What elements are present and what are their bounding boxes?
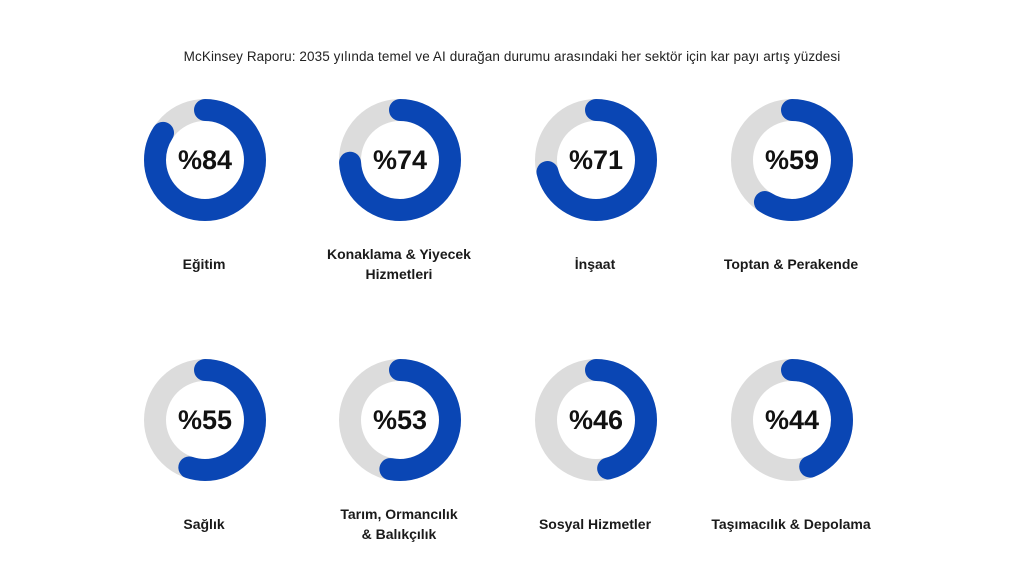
donut-chart [730,98,854,222]
donut-svg [339,99,461,221]
donut-item: %53 Tarım, Ormancılık & Balıkçılık [298,358,498,588]
category-label: Sağlık [93,514,315,534]
category-label-line: Hizmetleri [365,266,433,282]
category-label-line: Sosyal Hizmetler [538,516,652,532]
donut-chart [143,358,267,482]
category-label-line: Sağlık [183,516,225,532]
donut-value-arc [731,99,853,221]
donut-value-arc [535,359,657,481]
donut-chart [534,98,658,222]
donut-value-label: %74 [372,144,428,175]
donut-value-arc [144,99,266,221]
category-label-line: & Balıkçılık [361,526,437,542]
donut-value-label: %71 [568,144,624,175]
donut-svg [144,359,266,481]
donut-chart [534,358,658,482]
donut-chart [730,358,854,482]
donut-chart [338,98,462,222]
chart-title: McKinsey Raporu: 2035 yılında temel ve A… [183,49,841,64]
donut-item: %84 Eğitim [103,98,303,328]
category-label: Taşımacılık & Depolama [680,514,902,534]
donut-value-label: %53 [372,404,428,435]
donut-value-arc [144,359,266,481]
donut-item: %59 Toptan & Perakende [690,98,890,328]
donut-svg [731,359,853,481]
category-label: Sosyal Hizmetler [484,514,706,534]
donut-value-arc [731,359,853,481]
donut-svg [535,359,657,481]
donut-item: %55 Sağlık [103,358,303,588]
donut-value-label: %84 [177,144,233,175]
category-label-line: Konaklama & Yiyecek [327,246,471,262]
category-label: Toptan & Perakende [680,254,902,274]
donut-value-arc [339,359,461,481]
category-label: Eğitim [93,254,315,274]
donut-item: %71 İnşaat [494,98,694,328]
donut-svg [339,359,461,481]
donut-value-label: %55 [177,404,233,435]
donut-value-label: %46 [568,404,624,435]
donut-svg [731,99,853,221]
category-label: İnşaat [484,254,706,274]
donut-value-label: %59 [764,144,820,175]
donut-grid: %84 Eğitim %74 Konaklama & Yiyecek Hizmetler… [103,98,890,542]
category-label-line: Taşımacılık & Depolama [711,516,871,532]
donut-item: %44 Taşımacılık & Depolama [690,358,890,588]
donut-item: %74 Konaklama & Yiyecek Hizmetleri [298,98,498,328]
category-label-line: Toptan & Perakende [723,256,859,272]
category-label: Konaklama & Yiyecek Hizmetleri [288,244,510,284]
donut-chart [338,358,462,482]
donut-value-arc [535,99,657,221]
category-label: Tarım, Ormancılık & Balıkçılık [288,504,510,544]
donut-svg [144,99,266,221]
donut-item: %46 Sosyal Hizmetler [494,358,694,588]
donut-value-label: %44 [764,404,820,435]
category-label-line: İnşaat [574,256,616,272]
donut-value-arc [339,99,461,221]
category-label-line: Tarım, Ormancılık [340,506,458,522]
category-label-line: Eğitim [182,256,226,272]
donut-chart [143,98,267,222]
donut-svg [535,99,657,221]
